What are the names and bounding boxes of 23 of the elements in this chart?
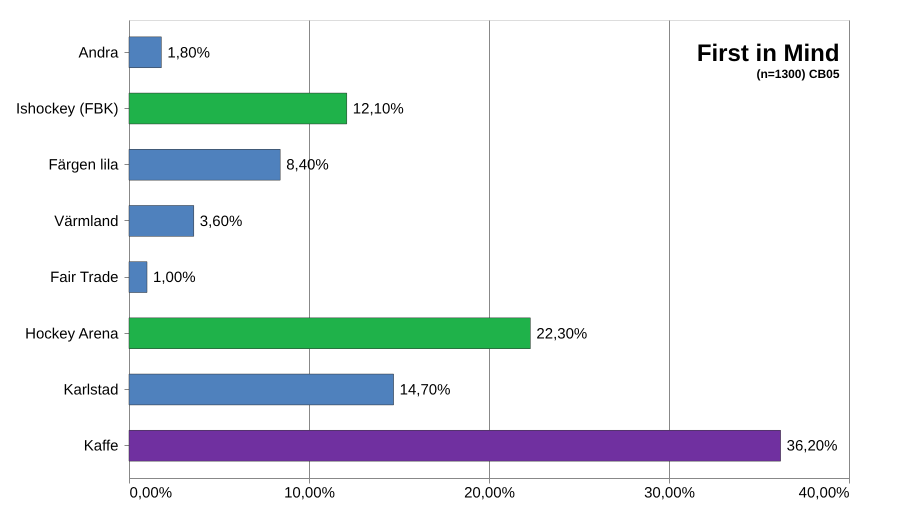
data-label: 14,70% <box>400 381 450 398</box>
data-label: 12,10% <box>352 100 404 118</box>
x-tick-label: 10,00% <box>284 484 335 502</box>
x-tick-label: 40,00% <box>798 484 850 502</box>
y-tick-label: Karlstad <box>63 381 118 398</box>
y-tick-label: Ishockey (FBK) <box>16 100 118 118</box>
data-label: 22,30% <box>536 325 588 342</box>
data-label: 3,60% <box>200 212 242 230</box>
x-tick-label: 0,00% <box>130 484 172 502</box>
y-tick-label: Färgen lila <box>48 156 120 174</box>
data-label: 8,40% <box>286 156 329 174</box>
y-tick-label: Kaffe <box>84 438 118 455</box>
y-tick-label: Hockey Arena <box>25 325 120 342</box>
data-label: 1,80% <box>167 44 210 62</box>
x-tick-label: 20,00% <box>464 484 515 502</box>
y-tick-label: Andra <box>78 44 120 62</box>
data-label: 1,00% <box>153 269 196 286</box>
y-tick-label: Fair Trade <box>50 269 118 286</box>
text: First in Mind <box>696 40 840 67</box>
text: (n=1300) CB05 <box>756 67 840 81</box>
data-label: 36,20% <box>786 438 838 455</box>
x-tick-label: 30,00% <box>644 484 695 502</box>
y-tick-label: Värmland <box>54 212 118 230</box>
